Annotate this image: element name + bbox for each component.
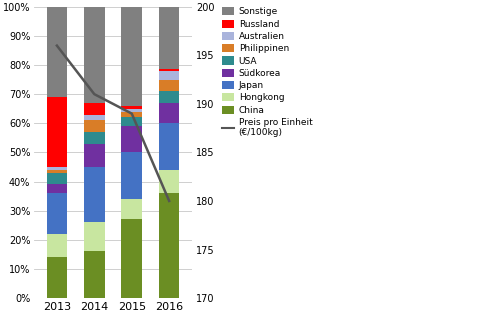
Bar: [122, 112, 142, 117]
Bar: [47, 97, 67, 167]
Bar: [122, 109, 142, 112]
Bar: [47, 185, 67, 193]
Bar: [159, 91, 179, 103]
Bar: [84, 251, 104, 298]
Bar: [84, 115, 104, 120]
Bar: [159, 193, 179, 298]
Bar: [159, 7, 179, 69]
Bar: [122, 126, 142, 152]
Bar: [84, 222, 104, 251]
Bar: [159, 123, 179, 170]
Bar: [84, 144, 104, 167]
Bar: [122, 220, 142, 298]
Bar: [122, 199, 142, 220]
Bar: [159, 71, 179, 80]
Legend: Sonstige, Russland, Australien, Philippinen, USA, Südkorea, Japan, Hongkong, Chi: Sonstige, Russland, Australien, Philippi…: [220, 5, 314, 139]
Bar: [47, 173, 67, 185]
Bar: [159, 103, 179, 123]
Bar: [84, 103, 104, 115]
Bar: [122, 152, 142, 199]
Bar: [159, 69, 179, 71]
Bar: [122, 117, 142, 126]
Bar: [47, 234, 67, 257]
Bar: [47, 170, 67, 173]
Bar: [84, 167, 104, 222]
Bar: [159, 170, 179, 193]
Bar: [159, 80, 179, 91]
Bar: [47, 257, 67, 298]
Bar: [84, 120, 104, 132]
Bar: [122, 106, 142, 109]
Bar: [122, 7, 142, 106]
Bar: [47, 7, 67, 97]
Bar: [47, 193, 67, 234]
Bar: [47, 167, 67, 170]
Bar: [84, 7, 104, 103]
Bar: [84, 132, 104, 144]
